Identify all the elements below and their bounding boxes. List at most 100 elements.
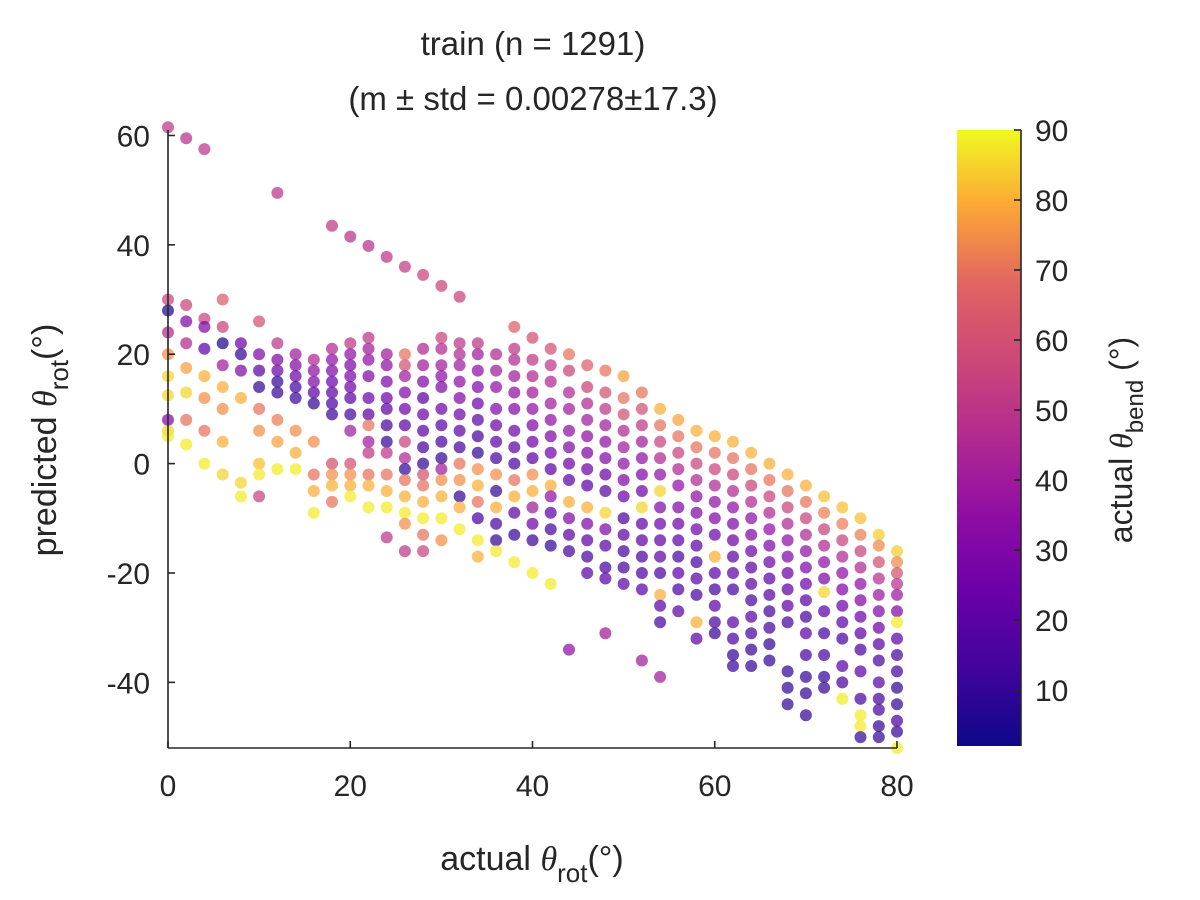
data-point [563, 474, 575, 486]
data-point [526, 353, 539, 366]
data-point [453, 359, 466, 372]
data-point [435, 402, 448, 415]
data-point [417, 268, 430, 281]
data-point [781, 517, 794, 530]
data-point [544, 446, 557, 459]
data-point [581, 463, 594, 476]
data-point [453, 392, 466, 404]
data-point [453, 441, 466, 454]
data-point [854, 709, 867, 722]
data-point [818, 572, 831, 585]
data-point [234, 476, 247, 489]
data-point [781, 550, 794, 563]
data-point [271, 186, 284, 199]
data-point [635, 419, 648, 432]
data-point [471, 364, 484, 377]
data-point [799, 670, 812, 683]
data-point [581, 534, 594, 547]
data-point [836, 567, 849, 579]
data-point [635, 583, 648, 596]
data-point [307, 485, 320, 497]
data-point [854, 692, 867, 705]
data-point [854, 577, 867, 590]
data-point [508, 457, 521, 470]
data-point [490, 364, 503, 377]
data-point [635, 534, 648, 547]
data-point [490, 545, 503, 558]
data-point [617, 577, 630, 590]
data-point [818, 586, 831, 599]
data-point [526, 485, 539, 497]
data-point [690, 556, 703, 569]
data-point [672, 430, 685, 443]
data-point [380, 359, 393, 372]
data-point [435, 342, 448, 355]
data-point [617, 441, 630, 454]
data-point [180, 413, 193, 426]
data-point [581, 517, 594, 530]
data-point [745, 512, 758, 525]
data-point [289, 359, 302, 372]
data-point [654, 567, 667, 579]
data-point [763, 474, 776, 486]
data-point [854, 528, 867, 541]
data-point [854, 561, 867, 574]
data-point [326, 408, 338, 421]
data-point [836, 534, 849, 547]
data-point [818, 605, 831, 618]
data-point [344, 424, 357, 437]
data-point [654, 599, 667, 612]
data-point [654, 402, 667, 415]
data-point [216, 337, 229, 350]
data-point [581, 430, 594, 443]
data-point [234, 348, 247, 361]
data-point [654, 468, 667, 481]
data-point [563, 512, 575, 525]
data-point [763, 621, 776, 634]
data-point [398, 370, 411, 383]
data-point [745, 577, 758, 590]
data-point [635, 402, 648, 415]
data-point [508, 402, 521, 415]
data-point [453, 501, 466, 514]
data-point [745, 627, 758, 640]
data-point [891, 698, 903, 711]
data-point [344, 490, 357, 503]
data-point [508, 474, 521, 486]
data-point [307, 386, 320, 399]
data-point [891, 725, 903, 738]
data-point [344, 370, 357, 383]
data-point [836, 616, 849, 629]
data-point [544, 359, 557, 372]
data-point [799, 627, 812, 640]
data-point [234, 364, 247, 377]
data-point [581, 381, 594, 393]
data-point [563, 441, 575, 454]
data-point [563, 545, 575, 558]
data-point [289, 463, 302, 476]
data-point [435, 512, 448, 525]
data-point [253, 468, 266, 481]
data-point [417, 392, 430, 404]
x-tick-label: 60 [698, 770, 731, 803]
data-point [781, 698, 794, 711]
data-point [872, 703, 885, 716]
data-point [635, 567, 648, 579]
data-point [836, 632, 849, 645]
data-point [727, 616, 739, 629]
data-point [799, 610, 812, 623]
data-point [781, 468, 794, 481]
data-point [617, 424, 630, 437]
data-point [453, 490, 466, 503]
data-point [326, 479, 338, 492]
data-point [398, 402, 411, 415]
data-point [380, 485, 393, 497]
data-point [471, 430, 484, 443]
data-point [745, 528, 758, 541]
data-point [362, 331, 375, 344]
data-point [781, 665, 794, 678]
data-point [690, 572, 703, 585]
data-point [435, 463, 448, 476]
data-point [563, 528, 575, 541]
